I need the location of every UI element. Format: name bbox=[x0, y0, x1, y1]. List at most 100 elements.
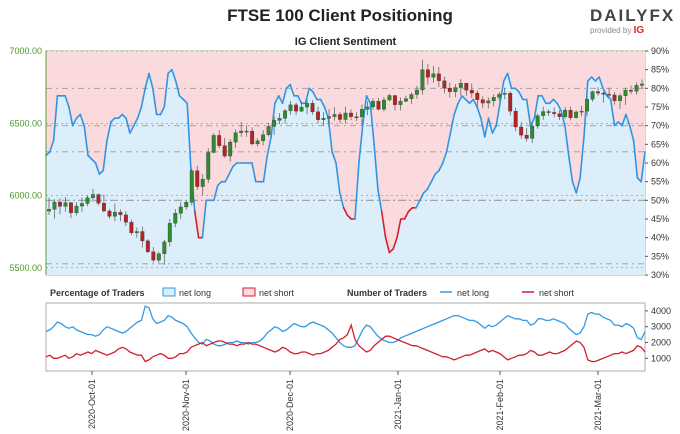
sentiment-line-segment bbox=[71, 117, 78, 127]
candle-body bbox=[590, 91, 595, 100]
sentiment-line-segment bbox=[552, 98, 559, 105]
sentiment-line-segment bbox=[518, 91, 524, 101]
sentiment-line-segment bbox=[365, 95, 372, 105]
candle-body bbox=[332, 114, 337, 117]
candle-body bbox=[80, 203, 84, 207]
sentiment-line-segment bbox=[533, 95, 540, 119]
sentiment-line-segment bbox=[346, 214, 353, 220]
date-tick-label: 2020-Nov-01 bbox=[181, 379, 191, 431]
sentiment-line-segment bbox=[476, 106, 482, 119]
candle-body bbox=[530, 125, 535, 139]
candle-body bbox=[74, 205, 79, 214]
candle-body bbox=[239, 130, 244, 133]
date-tick-label: 2021-Feb-01 bbox=[495, 379, 505, 431]
pct-tick-label: 75% bbox=[651, 102, 669, 112]
sentiment-line-segment bbox=[163, 72, 169, 108]
sentiment-line-segment bbox=[331, 151, 337, 164]
candle-body bbox=[508, 93, 513, 112]
sentiment-line-segment bbox=[133, 117, 139, 127]
candle-body bbox=[475, 92, 480, 100]
sentiment-line-segment bbox=[79, 113, 85, 127]
candle-body bbox=[634, 85, 639, 92]
candle-body bbox=[365, 106, 370, 110]
net-short-count-line bbox=[45, 323, 646, 363]
candle-body bbox=[310, 103, 315, 112]
sentiment-line-segment bbox=[140, 87, 146, 108]
candle-body bbox=[63, 202, 68, 207]
sentiment-line-segment bbox=[541, 95, 547, 105]
pct-tick-label: 60% bbox=[651, 158, 669, 168]
candle-body bbox=[228, 141, 233, 157]
sentiment-line-segment bbox=[342, 207, 349, 217]
pct-tick-label: 30% bbox=[651, 270, 669, 280]
sentiment-line-segment bbox=[117, 113, 124, 119]
candle-body bbox=[145, 240, 150, 252]
sentiment-line-segment bbox=[251, 162, 257, 183]
sentiment-line-segment bbox=[632, 139, 639, 179]
pct-tick-label: 70% bbox=[651, 121, 669, 131]
sentiment-line-segment bbox=[628, 124, 635, 142]
chart-title: FTSE 100 Client Positioning bbox=[227, 6, 453, 25]
sentiment-line-segment bbox=[609, 98, 616, 127]
count-tick-label: 1000 bbox=[651, 353, 671, 363]
pct-tick-label: 45% bbox=[651, 214, 669, 224]
sentiment-line-segment bbox=[461, 95, 467, 101]
candle-body bbox=[640, 83, 644, 86]
sentiment-line-segment bbox=[434, 169, 440, 175]
candle-body bbox=[211, 135, 216, 153]
sentiment-line-segment bbox=[430, 173, 437, 183]
price-tick-label: 6500.00 bbox=[9, 118, 42, 128]
sentiment-line-segment bbox=[548, 98, 555, 105]
candle-body bbox=[360, 109, 364, 118]
sentiment-line-segment bbox=[262, 154, 269, 183]
candle-body bbox=[195, 170, 200, 187]
sentiment-line-segment bbox=[289, 83, 295, 97]
sentiment-line-segment bbox=[579, 136, 585, 179]
candle-body bbox=[305, 103, 309, 108]
candle-body bbox=[414, 89, 419, 95]
pct-tick-label: 65% bbox=[651, 139, 669, 149]
candle-body bbox=[579, 110, 584, 113]
sentiment-line-segment bbox=[106, 121, 112, 142]
candle-body bbox=[107, 210, 112, 217]
candle-body bbox=[546, 111, 551, 113]
sentiment-line-segment bbox=[277, 95, 284, 105]
price-tick-label: 6000.00 bbox=[9, 191, 42, 201]
candle-body bbox=[607, 94, 611, 96]
sentiment-line-segment bbox=[136, 106, 143, 119]
count-tick-label: 4000 bbox=[651, 306, 671, 316]
sentiment-line-segment bbox=[182, 98, 188, 105]
sentiment-line-segment bbox=[159, 106, 166, 116]
sentiment-line-segment bbox=[457, 95, 463, 105]
legend-count-heading: Number of Traders bbox=[347, 288, 427, 298]
candle-body bbox=[480, 99, 485, 104]
sentiment-line-segment bbox=[556, 102, 562, 112]
candle-body bbox=[283, 110, 288, 119]
sentiment-line-segment bbox=[525, 98, 532, 127]
sentiment-line-segment bbox=[575, 177, 581, 194]
candle-body bbox=[398, 101, 403, 105]
sentiment-line-segment bbox=[64, 95, 70, 108]
candle-body bbox=[167, 223, 172, 243]
sentiment-line-segment bbox=[213, 184, 219, 202]
sentiment-line-segment bbox=[369, 102, 375, 146]
sentiment-line-segment bbox=[232, 162, 238, 168]
sentiment-line-segment bbox=[186, 102, 192, 172]
sentiment-line-segment bbox=[338, 192, 345, 209]
pct-tick-label: 55% bbox=[651, 177, 669, 187]
candle-body bbox=[261, 134, 266, 142]
sentiment-line-segment bbox=[380, 210, 387, 239]
sentiment-line-segment bbox=[270, 102, 276, 138]
sentiment-line-segment bbox=[468, 98, 475, 105]
sentiment-line-segment bbox=[625, 113, 631, 127]
sentiment-line-segment bbox=[487, 117, 494, 134]
candle-body bbox=[541, 111, 546, 116]
sentiment-line-segment bbox=[102, 139, 108, 172]
sentiment-line-segment bbox=[335, 162, 341, 194]
legend-net-short-swatch bbox=[242, 287, 256, 297]
candle-body bbox=[392, 95, 397, 105]
candle-body bbox=[612, 94, 617, 101]
sentiment-line-segment bbox=[174, 80, 181, 97]
date-tick-label: 2020-Oct-01 bbox=[87, 379, 97, 429]
sentiment-line-segment bbox=[384, 236, 391, 254]
